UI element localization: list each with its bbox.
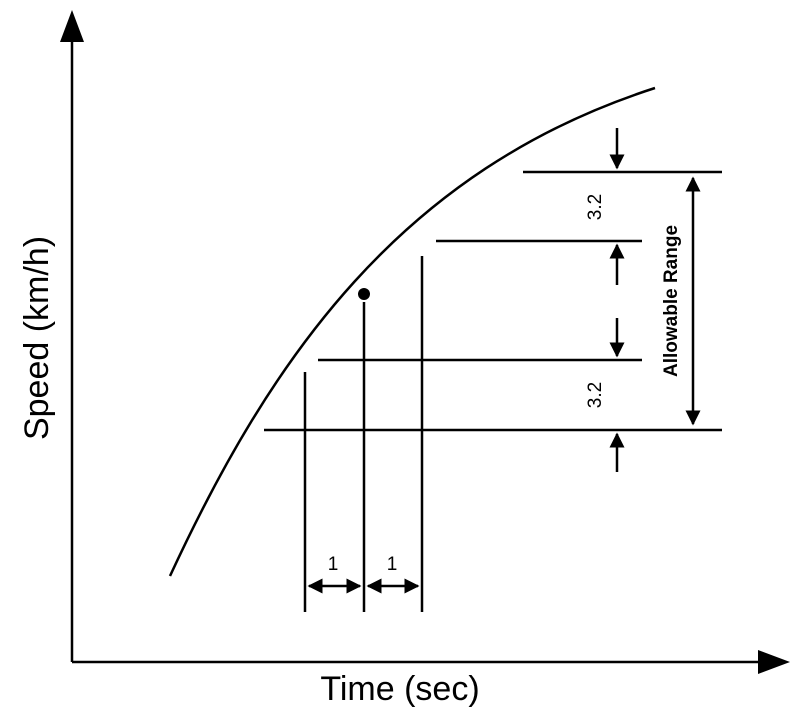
x-axis-title: Time (sec)	[320, 670, 479, 708]
speed-curve	[168, 86, 656, 577]
upper-tolerance-label: 3.2	[585, 194, 606, 220]
reference-point	[358, 288, 370, 300]
y-axis-title: Speed (km/h)	[18, 236, 56, 440]
x-axis	[72, 650, 790, 674]
y-axis	[60, 10, 84, 662]
time-step-label-left: 1	[328, 554, 339, 575]
lower-tolerance-label: 3.2	[585, 382, 606, 408]
time-step-label-right: 1	[387, 554, 398, 575]
allowable-range-label: Allowable Range	[661, 225, 682, 377]
